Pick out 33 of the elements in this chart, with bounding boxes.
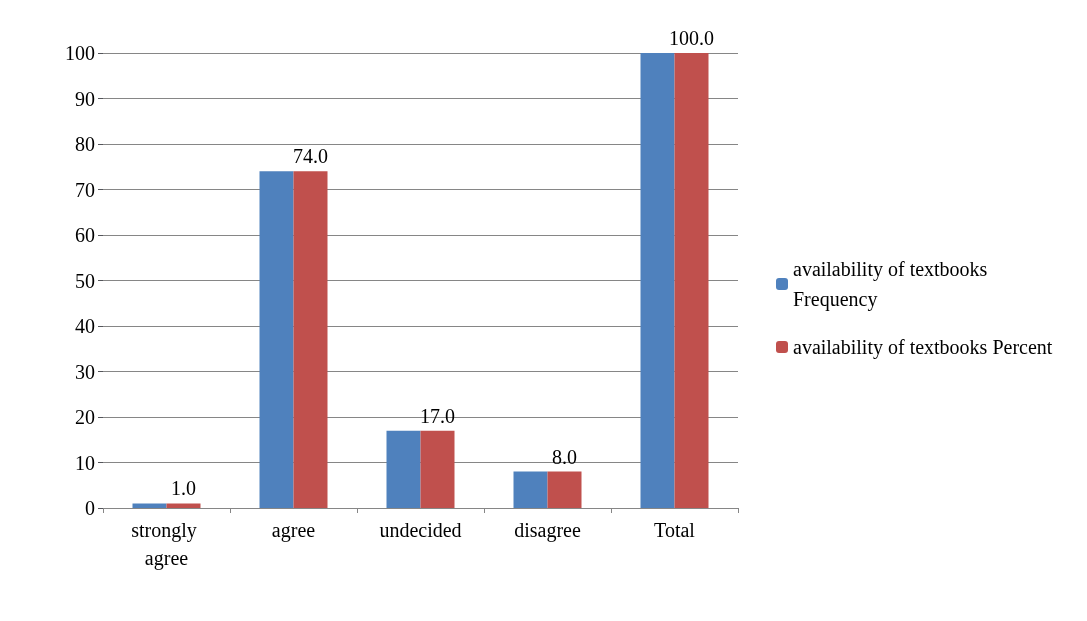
x-tick-label: agree — [271, 519, 316, 542]
bar — [547, 471, 582, 508]
data-label: 74.0 — [293, 145, 328, 168]
data-label: 1.0 — [171, 477, 196, 500]
y-tick-label: 10 — [75, 451, 95, 474]
y-tick-label: 60 — [75, 224, 95, 246]
y-tick-label: 40 — [75, 315, 95, 337]
bar — [259, 171, 294, 508]
y-tick-label: 70 — [75, 178, 95, 201]
legend-label: availability of textbooks Frequency — [793, 258, 993, 311]
bar — [166, 503, 201, 508]
x-tick-label: disagree — [514, 519, 581, 542]
y-tick-label: 100 — [65, 42, 95, 64]
x-tick-label: undecided — [379, 519, 462, 541]
data-label: 100.0 — [669, 27, 714, 49]
y-tick-label: 20 — [75, 406, 95, 428]
y-tick-label: 30 — [75, 360, 95, 383]
data-label: 17.0 — [420, 404, 455, 427]
bar — [293, 171, 328, 508]
bar — [420, 430, 455, 508]
bar — [386, 430, 421, 508]
bar — [640, 53, 675, 508]
bar — [513, 471, 548, 508]
x-tick-label: Total — [654, 519, 696, 541]
y-tick-label: 0 — [85, 497, 95, 519]
legend-label: availability of textbooks Percent — [793, 336, 1053, 359]
y-tick-label: 50 — [75, 269, 95, 292]
y-tick-label: 90 — [75, 87, 95, 110]
data-label: 8.0 — [552, 445, 577, 468]
bar — [132, 503, 167, 508]
y-tick-label: 80 — [75, 133, 95, 155]
x-tick-label: strongly agree — [131, 519, 202, 570]
bar — [674, 53, 709, 508]
